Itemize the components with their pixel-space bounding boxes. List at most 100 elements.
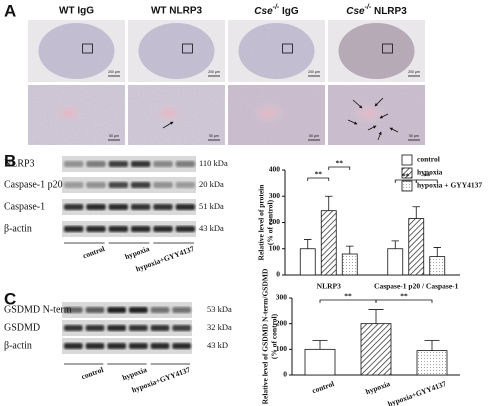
blot-label: GSDMD N-term: [4, 304, 72, 315]
blot-label: Caspase-1: [4, 201, 45, 212]
legend-label: hypoxia: [417, 168, 443, 177]
band: [85, 325, 105, 331]
panel-label: B: [4, 151, 16, 170]
x-tick-label: hypoxia: [364, 379, 391, 396]
group-label: hypoxia: [124, 244, 151, 261]
band: [64, 343, 83, 349]
band: [108, 161, 128, 167]
scale-label: 200 μm: [308, 70, 320, 74]
error-bar: [412, 206, 420, 219]
y-tick-label: 200: [269, 217, 281, 226]
arrow: [352, 99, 363, 109]
blot-bg: [62, 302, 192, 318]
band: [86, 161, 106, 167]
significance-label: **: [423, 172, 431, 181]
stain: [50, 101, 87, 125]
band: [107, 307, 126, 313]
column-title: WT NLRP3: [151, 6, 203, 17]
band: [175, 161, 195, 167]
band: [86, 204, 106, 210]
y-axis-label: Relative level of GSDMD N-term/GSDMD: [261, 268, 270, 404]
y-axis-label: Relative level of protein: [257, 184, 266, 261]
antibody: NLRP3: [371, 6, 407, 17]
blot-bg: [62, 156, 196, 172]
blot-bg: [62, 221, 196, 237]
bar: [341, 253, 358, 276]
blot-size: 53 kDa: [207, 304, 232, 314]
group-label: control: [80, 365, 104, 381]
arrow: [347, 119, 358, 125]
band: [175, 226, 195, 232]
x-tick-label: hypoxia+GYY4137: [387, 379, 448, 406]
tissue: [138, 23, 215, 79]
band: [153, 182, 173, 188]
x-tick-label: Caspase-1 p20 / Caspase-1: [374, 282, 459, 291]
error-bar: [325, 195, 333, 211]
bar: [416, 350, 448, 376]
gene: Cse: [346, 6, 365, 17]
band: [175, 182, 195, 188]
significance-label: **: [344, 292, 352, 301]
band: [172, 307, 191, 313]
band: [150, 343, 170, 349]
y-tick-label: 300: [269, 191, 281, 200]
band: [153, 226, 173, 232]
legend-swatch: [401, 180, 413, 192]
significance-label: **: [402, 172, 410, 181]
stain: [350, 101, 387, 125]
blot-size: 51 kDa: [199, 201, 224, 211]
band: [107, 343, 126, 349]
band: [64, 204, 84, 210]
band: [129, 307, 148, 313]
y-tick-label: 400: [269, 165, 281, 174]
y-tick-label: 300: [276, 293, 288, 302]
antibody: IgG: [279, 6, 299, 17]
gene: Cse: [254, 6, 273, 17]
legend-swatch: [401, 154, 413, 166]
roi-box: [182, 43, 193, 54]
band: [129, 325, 148, 331]
band: [131, 226, 151, 232]
blot-size: 20 kDa: [199, 179, 224, 189]
error-bar: [433, 247, 441, 257]
scale-label: 50 μm: [109, 134, 119, 138]
y-tick-label: 100: [276, 344, 288, 353]
arrow: [367, 125, 377, 131]
band: [85, 343, 105, 349]
x-tick-label: NLRP3: [317, 282, 341, 291]
arrow: [162, 121, 174, 129]
panel-label: C: [4, 289, 16, 308]
arrow: [389, 127, 399, 133]
error-bar: [424, 339, 440, 351]
band: [86, 226, 106, 232]
error-bar: [368, 309, 384, 324]
band: [108, 204, 128, 210]
error-bar: [391, 240, 399, 249]
roi-box: [82, 43, 93, 54]
column-title: Cse-/- IgG: [254, 4, 299, 17]
scale-label: 200 μm: [208, 70, 220, 74]
band: [108, 182, 128, 188]
y-tick-label: 100: [269, 243, 281, 252]
arrow: [374, 97, 384, 107]
band: [64, 307, 83, 313]
blot-bg: [62, 177, 196, 193]
significance-bracket: [328, 166, 351, 170]
band: [85, 307, 105, 313]
genotype: -/-: [365, 4, 372, 11]
bar: [304, 348, 336, 376]
x-tick-label: control: [311, 379, 335, 395]
blot-label: β-actin: [4, 223, 32, 234]
band: [64, 226, 84, 232]
scale-label: 50 μm: [309, 134, 319, 138]
band: [107, 325, 126, 331]
significance-bracket: [375, 299, 433, 303]
tissue: [238, 23, 315, 79]
group-label: control: [81, 244, 105, 260]
error-bar: [312, 339, 328, 350]
panel-label: A: [4, 1, 16, 20]
legend-label: control: [417, 155, 440, 164]
band: [131, 161, 151, 167]
significance-bracket: [307, 177, 330, 181]
